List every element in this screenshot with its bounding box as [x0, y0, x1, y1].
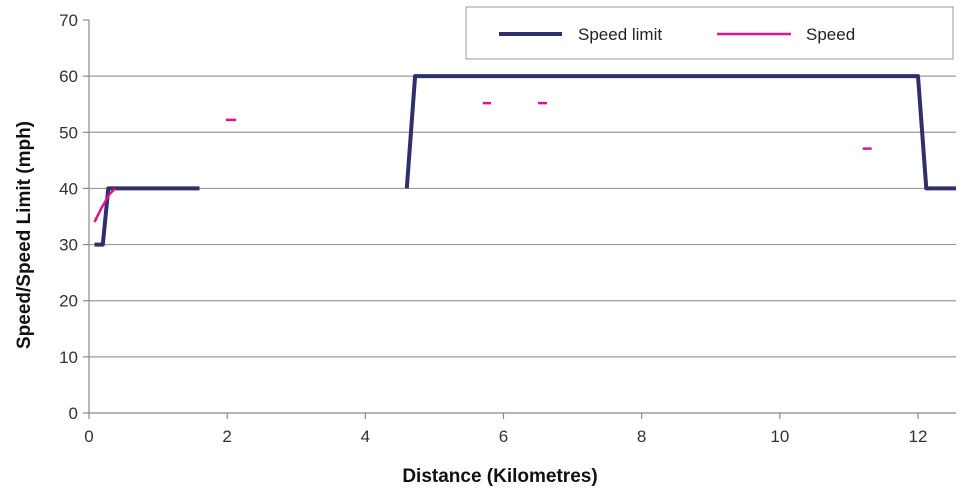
- series-layer: [93, 74, 956, 247]
- legend: Speed limit Speed: [465, 6, 954, 60]
- x-tick-labels: 0 2 4 6 8 10 12: [84, 413, 927, 446]
- series-line-segment: [93, 187, 117, 223]
- x-tick-label: 0: [84, 427, 93, 446]
- y-tick-label: 50: [59, 123, 78, 142]
- legend-label-speed-limit: Speed limit: [578, 25, 662, 44]
- y-tick-label: 40: [59, 179, 78, 198]
- x-tick-label: 10: [770, 427, 789, 446]
- y-tick-label: 30: [59, 236, 78, 255]
- legend-label-speed: Speed: [806, 25, 855, 44]
- x-axis-title: Distance (Kilometres): [402, 466, 597, 487]
- y-tick-label: 60: [59, 67, 78, 86]
- gridlines: [89, 75, 956, 358]
- x-tick-label: 4: [361, 427, 370, 446]
- x-tick-label: 6: [499, 427, 508, 446]
- y-axis-title: Speed/Speed Limit (mph): [14, 121, 35, 349]
- x-tick-label: 12: [909, 427, 928, 446]
- x-tick-label: 2: [222, 427, 231, 446]
- axes: [88, 20, 956, 414]
- series-line-segment: [404, 74, 956, 191]
- series-speed-limit: [94, 74, 956, 247]
- y-tick-labels: 0 10 20 30 40 50 60 70: [59, 11, 89, 423]
- x-tick-label: 8: [637, 427, 646, 446]
- y-tick-label: 10: [59, 348, 78, 367]
- y-tick-label: 70: [59, 11, 78, 30]
- y-tick-label: 20: [59, 292, 78, 311]
- y-tick-label: 0: [69, 404, 78, 423]
- series-line-segment: [94, 186, 200, 247]
- series-speed: [93, 101, 872, 223]
